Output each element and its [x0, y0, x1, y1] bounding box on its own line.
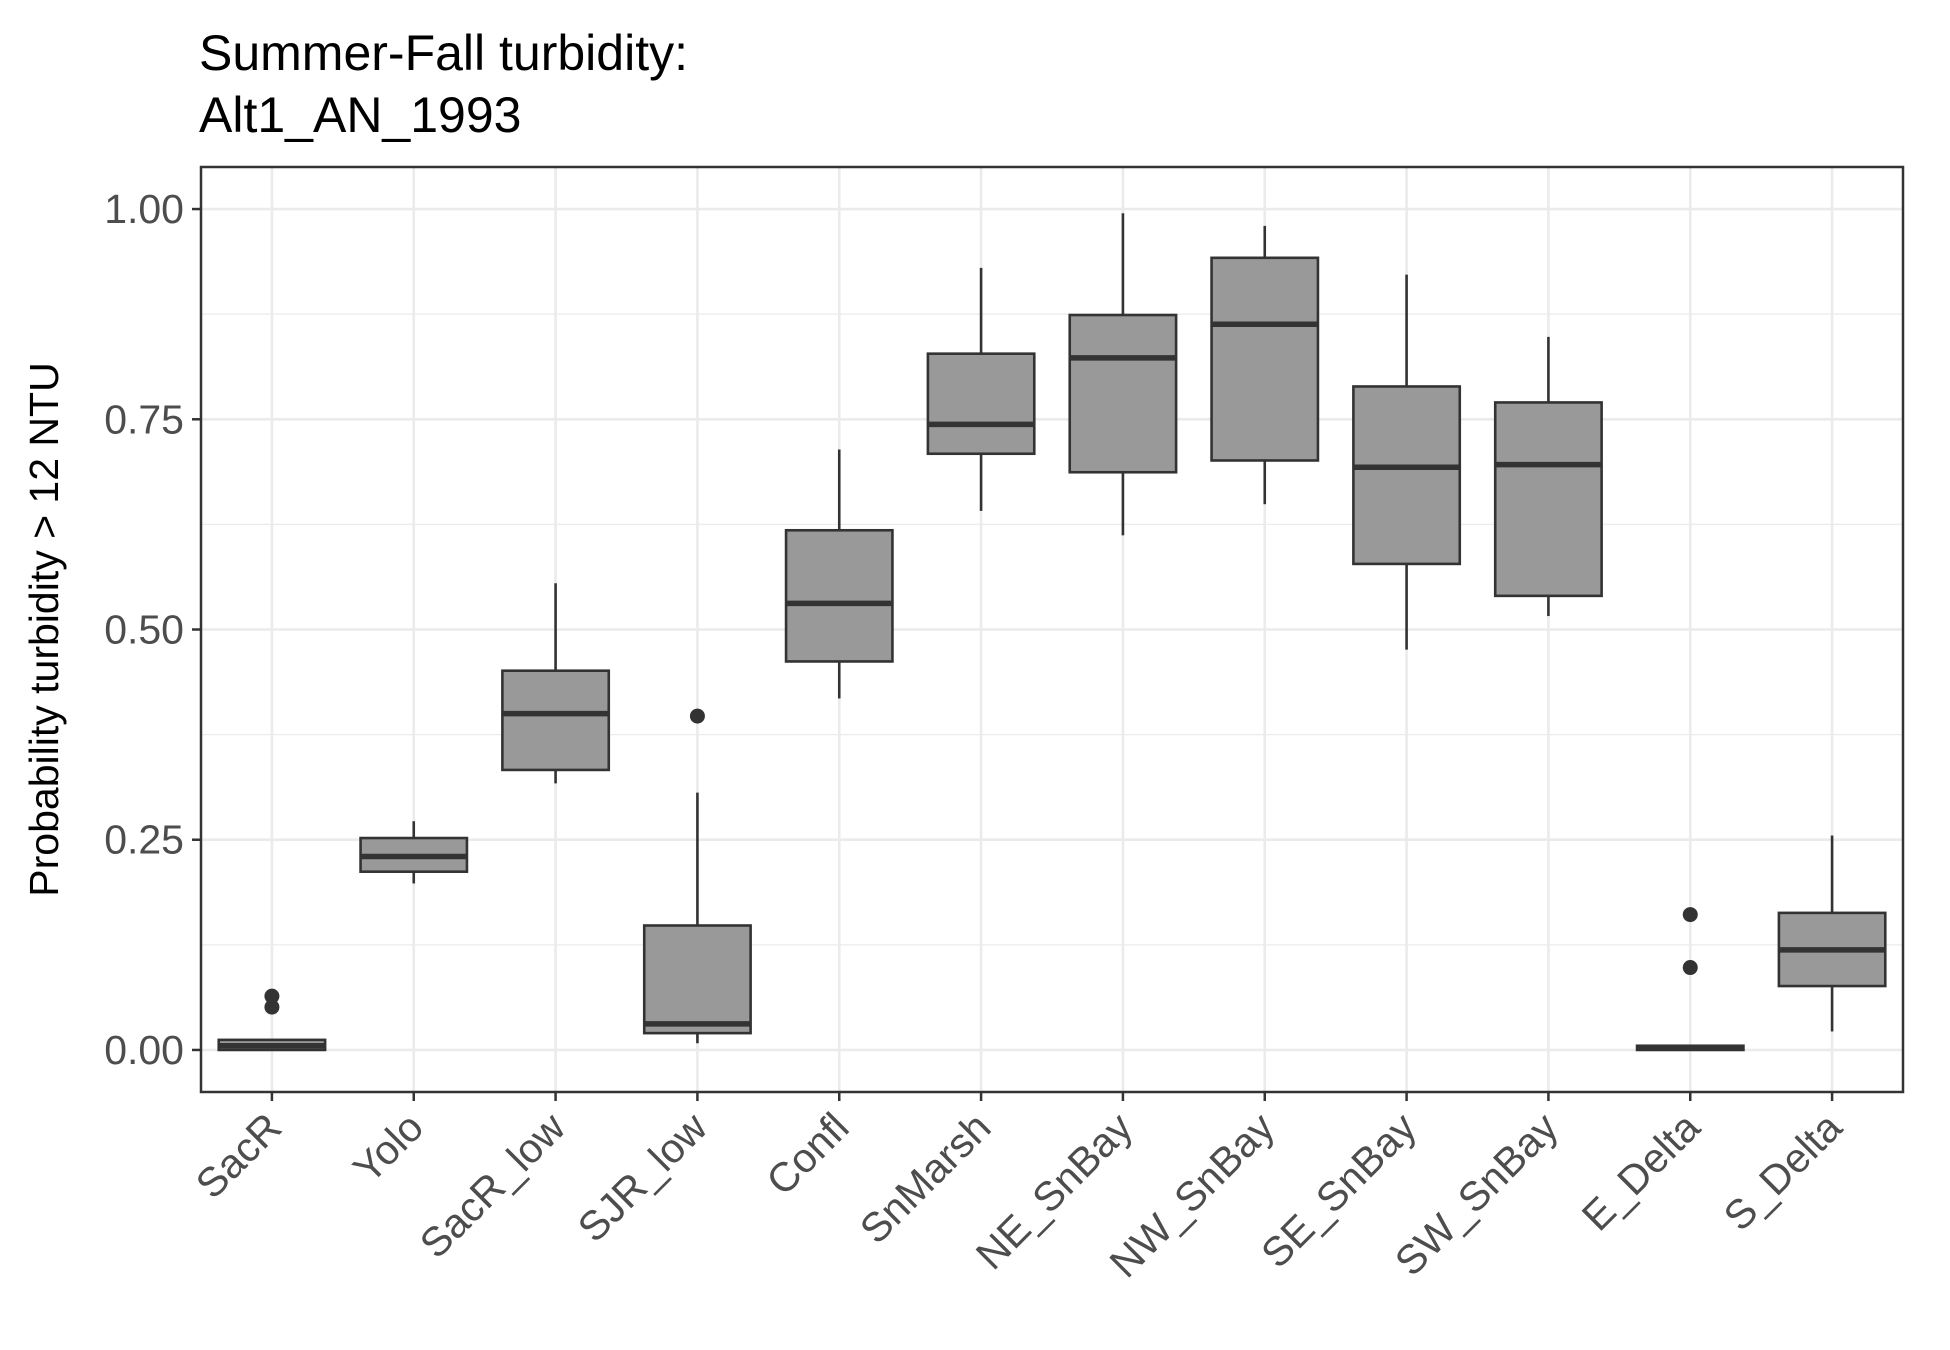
box-NE_SnBay [1068, 213, 1178, 536]
box-body [642, 924, 752, 1035]
y-tick-label: 0.25 [104, 817, 184, 863]
y-tick-label: 0.75 [104, 396, 184, 442]
box-layer [217, 213, 1887, 1052]
y-tick-label: 0.00 [104, 1027, 184, 1073]
box-SW_SnBay [1493, 336, 1603, 617]
x-tick-label: Confl [757, 1104, 857, 1204]
box-Yolo [359, 821, 469, 884]
chart-subtitle: Alt1_AN_1993 [199, 87, 522, 143]
box-body [1352, 385, 1462, 566]
y-tick-label: 0.50 [104, 607, 184, 653]
y-tick-label: 1.00 [104, 186, 184, 232]
box-SJR_low [642, 708, 752, 1044]
outlier-point [689, 708, 705, 724]
box-S_Delta [1777, 835, 1887, 1032]
box-body [1210, 256, 1320, 462]
x-tick-label: SJR_low [569, 1104, 716, 1251]
box-SacR_low [501, 583, 611, 784]
y-axis-label: Probability turbidity > 12 NTU [21, 362, 67, 896]
grid-layer [201, 167, 1903, 1092]
x-tick-label: Yolo [344, 1104, 432, 1192]
outlier-point [1682, 907, 1698, 923]
box-NW_SnBay [1210, 225, 1320, 505]
outlier-point [264, 999, 280, 1015]
x-tick-label: SacR_low [411, 1104, 574, 1267]
x-tick-label: SacR [187, 1104, 290, 1207]
box-body [784, 528, 894, 663]
chart-title: Summer-Fall turbidity: [199, 25, 688, 81]
outlier-point [1682, 960, 1698, 976]
box-SE_SnBay [1352, 274, 1462, 650]
box-SnMarsh [926, 267, 1036, 511]
box-body [1068, 313, 1178, 474]
box-body [926, 352, 1036, 456]
x-tick-label: SnMarsh [851, 1104, 1000, 1253]
x-tick-label: S_Delta [1715, 1104, 1851, 1240]
outlier-point [264, 988, 280, 1004]
box-body [501, 669, 611, 772]
box-body [1493, 401, 1603, 598]
box-E_Delta [1635, 907, 1745, 1052]
box-SacR [217, 988, 327, 1052]
box-Confl [784, 449, 894, 699]
x-tick-label: E_Delta [1573, 1104, 1709, 1240]
